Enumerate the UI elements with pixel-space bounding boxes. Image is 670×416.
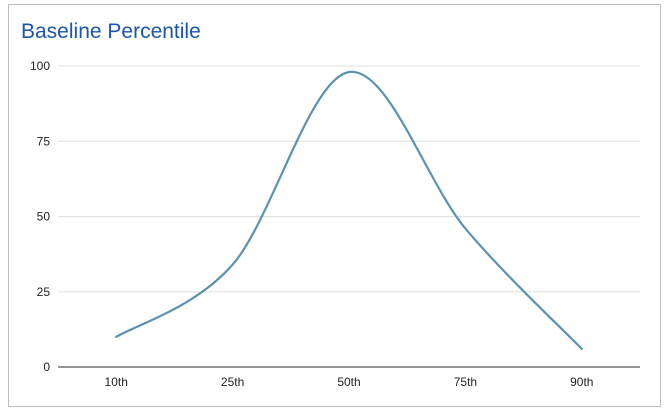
y-tick-label: 75 (37, 134, 51, 148)
x-tick-label: 75th (454, 375, 477, 389)
y-tick-label: 25 (37, 285, 51, 299)
gridlines (58, 65, 640, 368)
series-line (115, 70, 583, 351)
x-tick-label: 25th (221, 375, 244, 389)
x-tick-label: 10th (105, 375, 128, 389)
x-tick-label: 90th (570, 375, 593, 389)
y-axis-ticks: 0 25 50 75 100 (30, 59, 50, 374)
y-tick-label: 100 (30, 59, 50, 73)
x-tick-label: 50th (337, 375, 360, 389)
chart-title: Baseline Percentile (21, 20, 201, 43)
y-tick-label: 50 (37, 210, 51, 224)
chart-card (8, 4, 661, 407)
x-axis-ticks: 10th 25th 50th 75th 90th (105, 375, 594, 389)
y-tick-label: 0 (43, 360, 50, 374)
